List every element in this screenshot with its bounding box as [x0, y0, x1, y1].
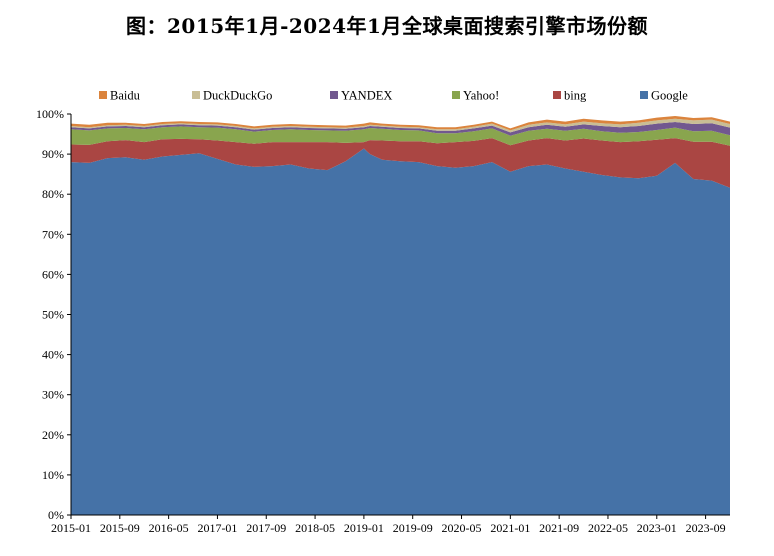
x-tick-label: 2023-09: [686, 521, 726, 535]
y-tick-label: 20%: [42, 428, 64, 442]
x-tick-label: 2022-05: [588, 521, 628, 535]
area-yandex: [71, 122, 730, 136]
y-tick-label: 80%: [42, 187, 64, 201]
x-tick-label: 2015-01: [51, 521, 91, 535]
y-tick-label: 70%: [42, 227, 64, 241]
chart-title: 图：2015年1月-2024年1月全球桌面搜索引擎市场份额: [126, 14, 648, 38]
x-tick-label: 2020-05: [442, 521, 482, 535]
y-tick-label: 100%: [36, 107, 64, 121]
area-google: [71, 148, 730, 515]
legend-label-bing: bing: [564, 89, 587, 103]
x-tick-label: 2023-01: [637, 521, 677, 535]
legend-label-duckduckgo: DuckDuckGo: [203, 89, 272, 103]
x-tick-label: 2017-09: [246, 521, 286, 535]
x-tick-label: 2017-01: [197, 521, 237, 535]
legend-label-yandex: YANDEX: [341, 89, 392, 103]
x-tick-label: 2018-05: [295, 521, 335, 535]
y-tick-label: 10%: [42, 468, 64, 482]
legend-label-google: Google: [651, 89, 688, 103]
y-tick-label: 50%: [42, 308, 64, 322]
x-tick-label: 2021-09: [539, 521, 579, 535]
y-tick-label: 60%: [42, 267, 64, 281]
x-tick-label: 2019-09: [393, 521, 433, 535]
area-baidu: [71, 116, 730, 131]
area-duckduckgo: [71, 118, 730, 133]
x-tick-label: 2015-09: [100, 521, 140, 535]
legend-swatch-duckduckgo: [192, 91, 200, 99]
legend-swatch-baidu: [99, 91, 107, 99]
area-bing: [71, 138, 730, 188]
legend-swatch-yahoo: [452, 91, 460, 99]
axes-layer: 0% 10% 20% 30% 40% 50% 60% 70% 80% 90% 100% 2015-01…: [36, 107, 730, 535]
y-tick-label: 0%: [48, 508, 64, 522]
legend-label-baidu: Baidu: [110, 89, 141, 103]
legend-swatch-yandex: [330, 91, 338, 99]
legend: Baidu DuckDuckGo YANDEX Yahoo! bing Google: [99, 89, 688, 103]
y-tick-label: 90%: [42, 147, 64, 161]
areas-layer: [71, 116, 730, 515]
area-yahoo: [71, 126, 730, 146]
x-tick-label: 2021-01: [490, 521, 530, 535]
y-tick-label: 40%: [42, 348, 64, 362]
x-tick-label: 2019-01: [344, 521, 384, 535]
legend-swatch-google: [640, 91, 648, 99]
y-tick-label: 30%: [42, 388, 64, 402]
legend-swatch-bing: [553, 91, 561, 99]
x-tick-label: 2016-05: [149, 521, 189, 535]
legend-label-yahoo: Yahoo!: [463, 89, 499, 103]
